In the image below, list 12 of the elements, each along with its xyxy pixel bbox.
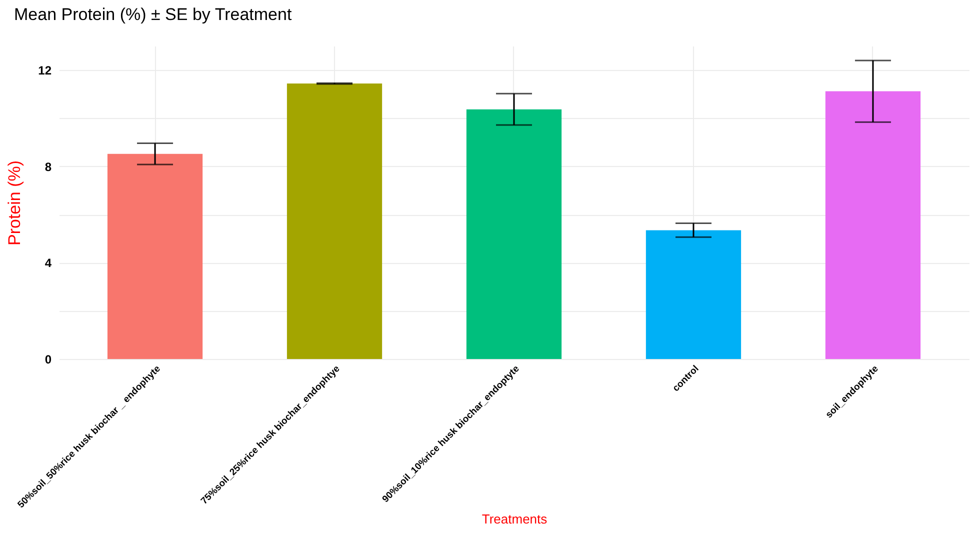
- bar: [825, 91, 921, 359]
- y-tick-label: 4: [44, 256, 52, 270]
- bar: [107, 154, 203, 359]
- bar: [286, 84, 382, 359]
- y-tick-label: 12: [38, 64, 52, 78]
- x-axis-title: Treatments: [482, 511, 548, 526]
- y-axis-title: Protein (%): [5, 160, 24, 246]
- y-tick-label: 8: [44, 160, 52, 174]
- bar: [646, 230, 742, 359]
- y-tick-label: 0: [44, 352, 52, 366]
- chart-title: Mean Protein (%) ± SE by Treatment: [14, 5, 292, 24]
- bar: [466, 109, 562, 359]
